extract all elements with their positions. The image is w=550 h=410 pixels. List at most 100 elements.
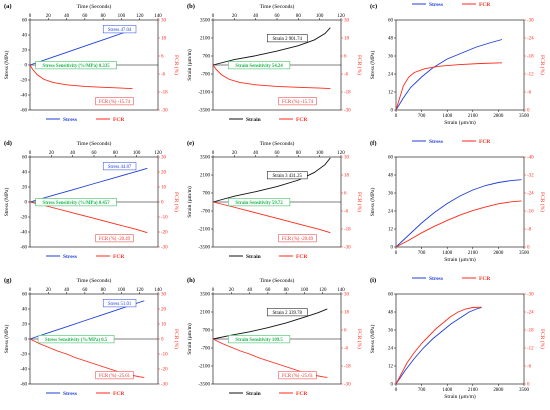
y2-tick-label: 18	[161, 37, 167, 42]
series-line-stress	[395, 307, 482, 385]
x-tick-label: 60	[265, 288, 271, 293]
x-tick-label: 120	[136, 14, 144, 19]
annotation-text-green: Stress Sensitivity (%/MPa) 0.335	[43, 64, 111, 69]
y-axis-title: Strain (µm/m)	[186, 49, 193, 81]
y-tick-label: -2100	[198, 228, 210, 233]
x-tick-label: 2100	[468, 388, 479, 393]
x-tick-label: 700	[418, 251, 426, 256]
series-line-fcr	[395, 200, 522, 248]
annotation-box-red	[95, 371, 134, 380]
x-tick-label: 0	[29, 288, 32, 293]
x-tick-label: 120	[319, 288, 327, 293]
y2-tick-label: -18	[344, 91, 351, 96]
legend-label-strain: Strain	[246, 254, 261, 260]
y-tick-label: 48	[388, 174, 394, 179]
y-tick-label: 2100	[200, 311, 211, 316]
annotation-text-green: Strain Sensitivity 54.24	[235, 64, 283, 69]
y-axis-title: Stress (MPa)	[369, 188, 376, 217]
y2-tick-label: -10	[161, 216, 168, 221]
x-tick-label: 40	[64, 288, 70, 293]
panel-h: (h) 0 20 40 60 80 100 120 140 Time (Seconds) 3500 2…	[186, 277, 363, 397]
annotation-box-red	[278, 97, 317, 106]
y-tick-label: -700	[201, 347, 211, 352]
legend-label-strain: Strain	[246, 117, 261, 123]
y-tick-label: 24	[388, 210, 394, 215]
y2-axis-title: FCR (%)	[539, 329, 546, 349]
x-tick-label: 20	[46, 288, 52, 293]
x-axis-title: Time (Seconds)	[77, 140, 112, 147]
y2-tick-label: -8	[527, 228, 532, 233]
annotation-box-red	[95, 97, 134, 106]
x-tick-label: 100	[316, 14, 324, 19]
x-tick-label: 3500	[519, 251, 530, 256]
annotation-text-green: Strain Sensitivity 59.72	[235, 201, 283, 206]
y-tick-label: 0	[25, 64, 28, 69]
y2-tick-label: -12	[527, 73, 534, 78]
x-axis-title: Time (Seconds)	[260, 140, 295, 147]
y-tick-label: 0	[25, 201, 28, 206]
y-tick-label: 12	[388, 91, 394, 96]
x-tick-label: 20	[229, 288, 235, 293]
series-line-stress	[29, 300, 145, 340]
y2-tick-label: -6	[344, 73, 349, 78]
y2-tick-label: -24	[527, 37, 534, 42]
x-tick-label: 0	[395, 388, 398, 393]
x-axis-title: Time (Seconds)	[260, 277, 295, 284]
y2-tick-label: 30	[344, 293, 350, 298]
y2-tick-label: 6	[344, 55, 347, 60]
x-tick-label: 2100	[468, 251, 479, 256]
y2-tick-label: -30	[161, 109, 168, 114]
y-tick-label: -3500	[198, 109, 210, 114]
x-tick-label: 2800	[493, 251, 504, 256]
y-tick-label: 700	[203, 192, 211, 197]
annotation-text-green: Strain Sensitivity 109.5	[235, 338, 283, 343]
annotation-text-blue: Stress 47.04	[108, 28, 132, 33]
y-tick-label: 36	[388, 329, 394, 334]
annotation-box-black	[266, 34, 308, 43]
y-tick-label: -60	[20, 383, 27, 388]
x-tick-label: 120	[136, 288, 144, 293]
y2-tick-label: 10	[161, 323, 167, 328]
annotation-text-black: Strain 2 901.74	[273, 37, 303, 42]
x-tick-label: 20	[232, 14, 238, 19]
y-tick-label: 0	[25, 338, 28, 343]
y2-tick-label: 30	[161, 156, 167, 161]
y2-axis-title: FCR (%)	[356, 55, 363, 75]
legend-label-fcr: FCR	[479, 139, 491, 145]
y-tick-label: 2100	[200, 37, 211, 42]
x-tick-label: 40	[247, 288, 253, 293]
y-tick-label: -3500	[198, 383, 210, 388]
y2-tick-label: -6	[161, 73, 166, 78]
y-tick-label: 20	[22, 323, 28, 328]
panel-label: (d)	[4, 140, 12, 147]
x-tick-label: 100	[118, 288, 126, 293]
y2-tick-label: 0	[527, 109, 530, 114]
y-tick-label: 3500	[200, 19, 211, 24]
series-line-fcr	[29, 201, 148, 234]
legend-label-fcr: FCR	[113, 117, 125, 123]
x-tick-label: 0	[29, 151, 32, 156]
legend-label-stress: Stress	[429, 276, 443, 282]
x-axis-title: Strain (µm/m)	[444, 119, 476, 126]
x-tick-label: 140	[154, 288, 162, 293]
x-tick-label: 40	[253, 14, 259, 19]
y2-tick-label: -32	[527, 174, 534, 179]
x-tick-label: 60	[82, 288, 88, 293]
x-tick-label: 60	[92, 151, 98, 156]
annotation-box-green	[228, 335, 291, 344]
y-tick-label: -2100	[198, 365, 210, 370]
y2-tick-label: 18	[344, 174, 350, 179]
annotation-text-red: FCR (%) -20.49	[282, 237, 314, 242]
x-tick-label: 120	[337, 151, 345, 156]
series-line-fcr	[212, 201, 331, 234]
y-tick-label: 20	[22, 49, 28, 54]
x-tick-label: 80	[113, 151, 119, 156]
y-tick-label: -20	[20, 353, 27, 358]
y-tick-label: 48	[388, 37, 394, 42]
y2-tick-label: 30	[161, 19, 167, 24]
series-line-fcr	[29, 64, 133, 90]
y2-tick-label: -18	[344, 365, 351, 370]
